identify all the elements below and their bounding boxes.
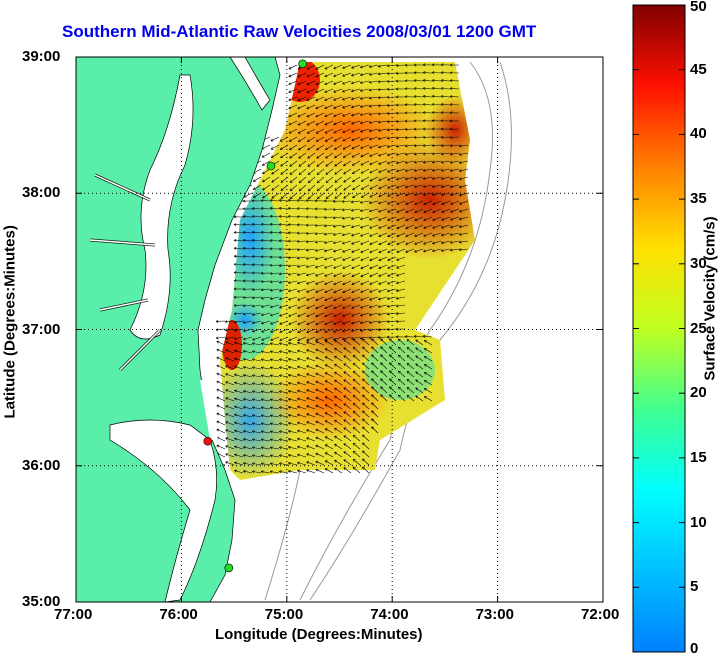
colorbar-tick-label: 30 bbox=[690, 254, 707, 272]
x-tick-label: 75:00 bbox=[264, 606, 304, 623]
colorbar-tick-label: 35 bbox=[690, 190, 707, 208]
delaware-bay bbox=[229, 57, 271, 111]
bathymetry-contour bbox=[264, 469, 301, 601]
colorbar-tick-label: 10 bbox=[690, 513, 707, 531]
bathymetry-contour bbox=[299, 61, 493, 601]
radar-site-marker bbox=[203, 436, 213, 446]
x-tick-label: 76:00 bbox=[159, 606, 198, 623]
colorbar-label: Surface Velocity (cm/s) bbox=[701, 216, 719, 381]
x-tick-label: 72:00 bbox=[581, 606, 620, 623]
y-tick-label: 35:00 bbox=[22, 593, 61, 610]
radar-site-marker bbox=[266, 161, 276, 171]
y-tick-label: 37:00 bbox=[22, 320, 61, 338]
x-tick-label: 74:00 bbox=[370, 606, 409, 623]
velocity-vectors bbox=[215, 63, 469, 474]
radar-site-marker bbox=[224, 563, 234, 573]
colorbar-tick-label: 45 bbox=[690, 60, 707, 78]
pamlico-sound bbox=[109, 419, 217, 602]
y-tick-label: 38:00 bbox=[22, 184, 61, 202]
map-title: Southern Mid-Atlantic Raw Velocities 200… bbox=[62, 22, 537, 41]
radar-site-marker bbox=[298, 59, 307, 69]
x-tick-label: 77:00 bbox=[54, 606, 93, 623]
colorbar-tick-label: 5 bbox=[690, 578, 699, 596]
colorbar-tick-label: 50 bbox=[690, 0, 707, 15]
chesapeake-bay bbox=[129, 74, 194, 340]
colorbar-tick-label: 25 bbox=[690, 319, 707, 337]
colorbar-tick-label: 40 bbox=[690, 125, 707, 143]
colorbar-tick-label: 0 bbox=[690, 640, 699, 657]
map-grid bbox=[76, 57, 603, 602]
y-axis-label: Latitude (Degrees:Minutes) bbox=[1, 225, 19, 419]
x-axis-label: Longitude (Degrees:Minutes) bbox=[215, 626, 423, 643]
colorbar-tick-label: 20 bbox=[690, 384, 707, 402]
y-tick-label: 36:00 bbox=[22, 456, 61, 474]
colorbar bbox=[632, 4, 686, 653]
x-tick-label: 73:00 bbox=[475, 606, 514, 623]
y-tick-label: 39:00 bbox=[22, 48, 61, 65]
colorbar-tick-label: 15 bbox=[690, 448, 707, 466]
